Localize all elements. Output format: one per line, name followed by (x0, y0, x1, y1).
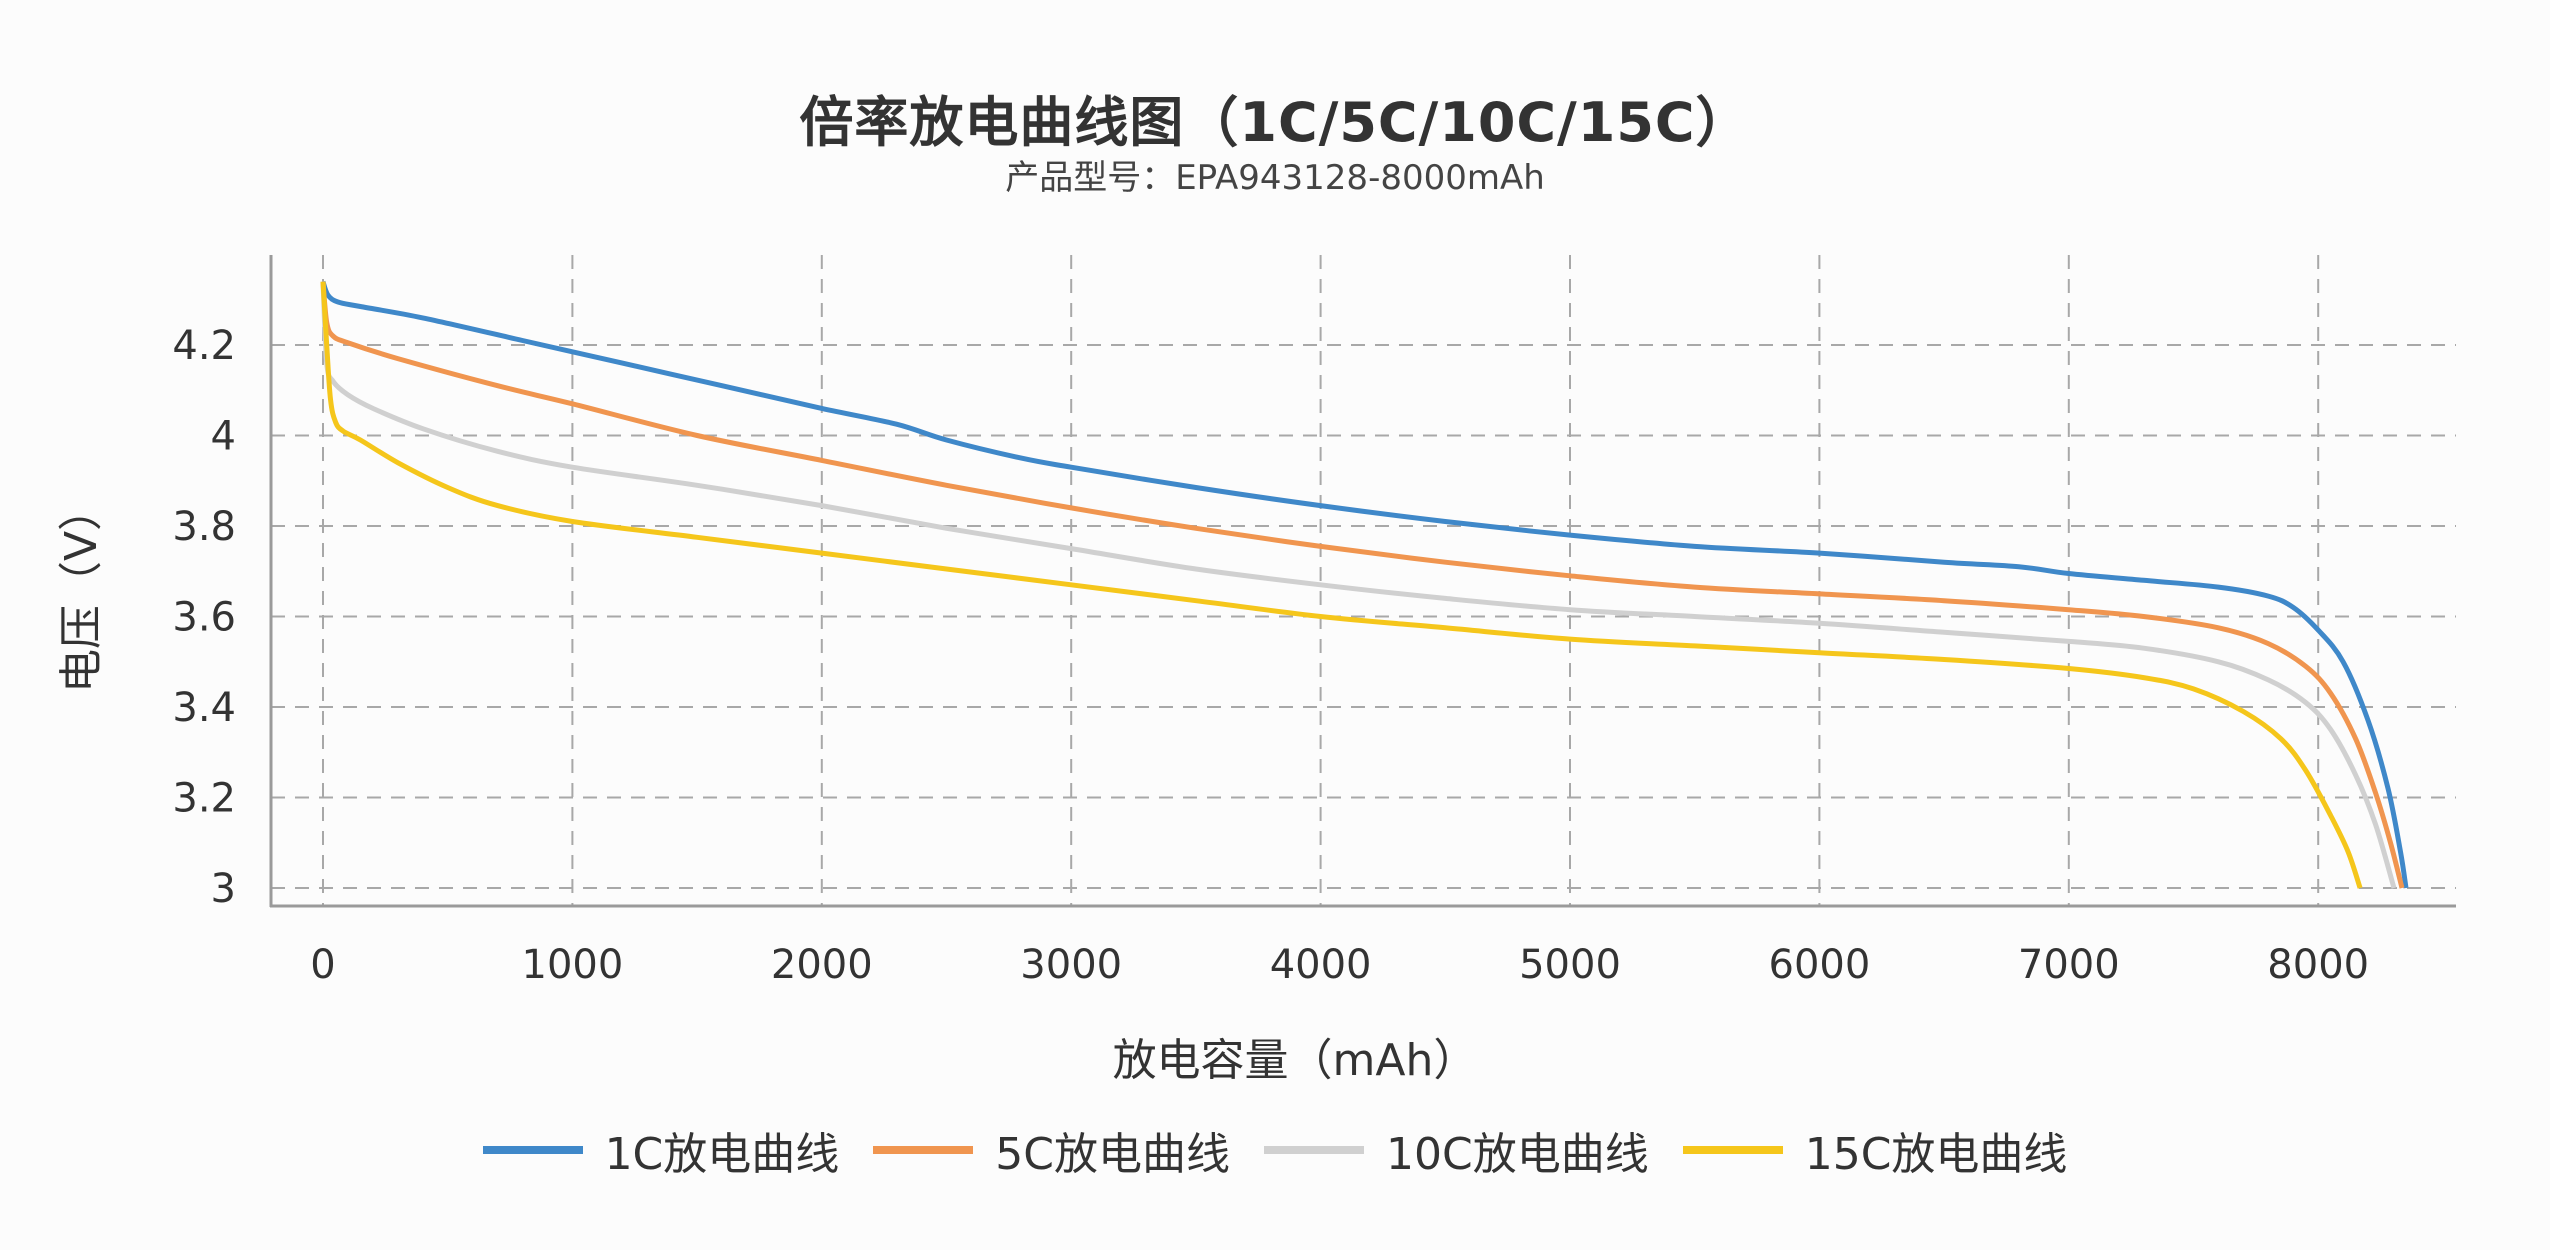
y-tick-labels: 3 3.2 3.4 3.6 3.8 4 4.2 (172, 323, 236, 912)
legend-label-10c: 10C放电曲线 (1386, 1129, 1649, 1180)
legend-label-1c: 1C放电曲线 (604, 1129, 840, 1180)
x-tick-label: 1000 (522, 942, 624, 988)
x-tick-labels: 0 1000 2000 3000 4000 5000 6000 7000 8000 (310, 942, 2369, 988)
y-tick-label: 4 (211, 414, 236, 460)
x-tick-label: 2000 (771, 942, 873, 988)
x-tick-label: 8000 (2267, 942, 2369, 988)
x-tick-label: 4000 (1270, 942, 1372, 988)
legend-swatch-1c (482, 1146, 583, 1154)
y-axis-title: 电压（V） (56, 487, 107, 693)
y-tick-label: 3.6 (172, 595, 236, 641)
x-axis-title: 放电容量（mAh） (1113, 1035, 1478, 1086)
x-tick-label: 0 (310, 942, 335, 988)
legend-item-5c[interactable]: 5C放电曲线 (873, 1118, 1230, 1182)
grid-lines (271, 255, 2456, 906)
legend-label-15c: 15C放电曲线 (1804, 1129, 2068, 1180)
x-tick-label: 6000 (1769, 942, 1871, 988)
legend-label-5c: 5C放电曲线 (995, 1129, 1230, 1180)
chart-subtitle: 产品型号：EPA943128-8000mAh (1005, 158, 1545, 198)
legend-swatch-15c (1682, 1146, 1783, 1154)
legend-swatch-5c (873, 1146, 974, 1154)
series-line-5C放电曲线 (320, 281, 2405, 889)
x-tick-label: 5000 (1519, 942, 1621, 988)
x-tick-label: 7000 (2018, 942, 2120, 988)
legend-swatch-10c (1264, 1146, 1364, 1154)
x-tick-label: 3000 (1020, 942, 1122, 988)
y-tick-label: 3.2 (172, 776, 236, 822)
series-line-15C放电曲线 (320, 281, 2363, 889)
series-lines (320, 280, 2409, 889)
y-tick-label: 3.8 (172, 504, 236, 550)
series-line-1C放电曲线 (320, 280, 2409, 889)
axes (269, 255, 2456, 908)
series-line-10C放电曲线 (320, 281, 2397, 889)
legend: 1C放电曲线 5C放电曲线 10C放电曲线 15C放电曲线 (0, 1118, 2550, 1182)
legend-item-1c[interactable]: 1C放电曲线 (482, 1118, 840, 1182)
legend-item-10c[interactable]: 10C放电曲线 (1264, 1118, 1649, 1182)
y-tick-label: 4.2 (172, 323, 236, 369)
chart-title: 倍率放电曲线图（1C/5C/10C/15C） (799, 91, 1751, 154)
legend-item-15c[interactable]: 15C放电曲线 (1682, 1118, 2068, 1182)
y-tick-label: 3.4 (172, 685, 236, 731)
y-tick-label: 3 (211, 866, 236, 912)
